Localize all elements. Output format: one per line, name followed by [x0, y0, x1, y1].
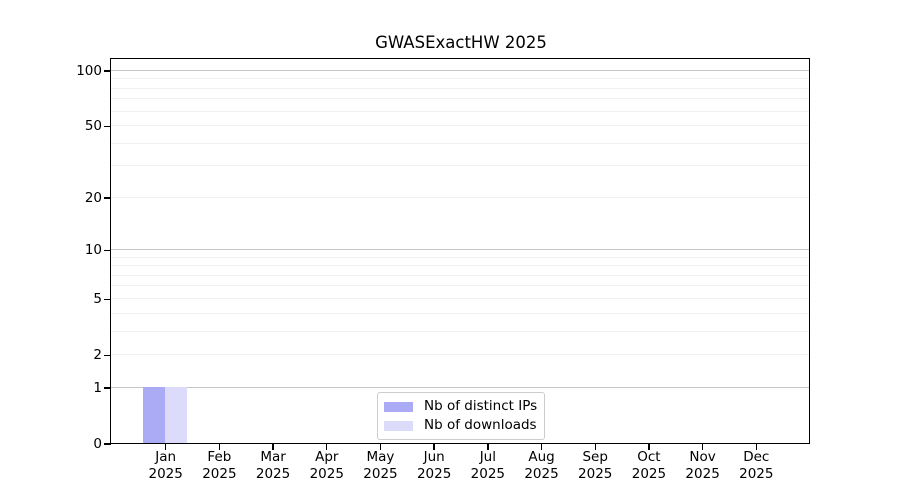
legend-swatch-distinct-ips: [384, 401, 413, 412]
legend-label-downloads: Nb of downloads: [424, 417, 537, 433]
gridline-minor: [111, 353, 810, 355]
x-axis-tick: [218, 444, 221, 450]
legend-swatch-downloads: [384, 420, 413, 431]
y-axis-tick-label: 20: [84, 190, 102, 207]
x-axis-tick-label: Apr 2025: [309, 449, 344, 482]
bar-distinct-ips: [143, 387, 165, 444]
y-axis-tick: [104, 70, 111, 72]
y-axis-tick: [104, 249, 111, 251]
bar-downloads: [164, 387, 187, 444]
gridline-minor: [111, 110, 810, 112]
y-axis-tick-label: 50: [84, 118, 102, 135]
gridline-minor: [111, 165, 810, 167]
legend-item-downloads: Nb of downloads: [384, 417, 537, 434]
legend: Nb of distinct IPs Nb of downloads: [377, 392, 546, 440]
gridline-minor: [111, 98, 810, 100]
gridline-minor: [111, 125, 810, 127]
y-axis-tick: [104, 443, 111, 445]
x-axis-tick-label: Sep 2025: [578, 449, 613, 482]
gridline-major: [111, 69, 810, 71]
gridline-minor: [111, 87, 810, 89]
x-axis-tick-label: Jan 2025: [148, 449, 183, 482]
x-axis-tick: [326, 444, 328, 450]
y-axis-tick-label: 2: [93, 347, 102, 364]
x-axis-tick-label: Nov 2025: [685, 449, 720, 482]
x-axis-tick-label: Aug 2025: [524, 449, 559, 482]
gridline-minor: [111, 285, 810, 287]
y-axis-tick-label: 1: [93, 380, 102, 396]
y-axis-tick: [104, 354, 111, 356]
gridline-minor: [111, 256, 810, 258]
legend-label-distinct-ips: Nb of distinct IPs: [424, 398, 538, 414]
x-axis-tick: [487, 444, 489, 450]
gridline-major: [111, 386, 810, 388]
y-axis-tick-label: 100: [76, 63, 102, 80]
y-axis-tick: [104, 387, 111, 389]
x-axis-tick-label: Dec 2025: [739, 449, 774, 482]
legend-item-distinct-ips: Nb of distinct IPs: [384, 398, 537, 415]
gridline-minor: [111, 312, 810, 314]
gridline-minor: [111, 265, 810, 267]
gridline-minor: [111, 330, 810, 332]
x-axis-tick: [648, 444, 650, 450]
y-axis-tick-label: 10: [84, 242, 102, 259]
x-axis-tick: [540, 444, 543, 450]
x-axis-tick: [433, 444, 435, 450]
y-axis-tick: [104, 298, 111, 300]
x-axis-tick-label: Mar 2025: [255, 449, 291, 482]
x-axis-tick-label: Jun 2025: [416, 449, 452, 482]
plot-area: [110, 58, 811, 445]
y-axis-tick: [104, 197, 111, 199]
x-axis-tick: [164, 444, 167, 450]
gridline-minor: [111, 78, 810, 80]
gridline-minor: [111, 274, 810, 276]
chart-title: GWASExactHW 2025: [375, 33, 547, 52]
x-axis-tick-label: Jul 2025: [470, 449, 506, 482]
y-axis-tick: [104, 125, 111, 128]
x-axis-tick: [701, 444, 704, 450]
x-axis-tick: [272, 444, 274, 450]
x-axis-tick-label: Feb 2025: [202, 449, 237, 482]
y-axis-tick-label: 0: [93, 436, 102, 452]
y-axis-tick-label: 5: [93, 291, 102, 308]
gridline-major: [111, 248, 810, 250]
x-axis-tick: [755, 444, 757, 450]
x-axis-tick: [594, 444, 596, 450]
x-axis-tick: [379, 444, 382, 450]
gridline-minor: [111, 142, 810, 144]
x-axis-tick-label: Oct 2025: [631, 449, 667, 482]
x-axis-tick-label: May 2025: [363, 449, 398, 482]
gridline-minor: [111, 196, 810, 198]
gridline-minor: [111, 297, 810, 299]
